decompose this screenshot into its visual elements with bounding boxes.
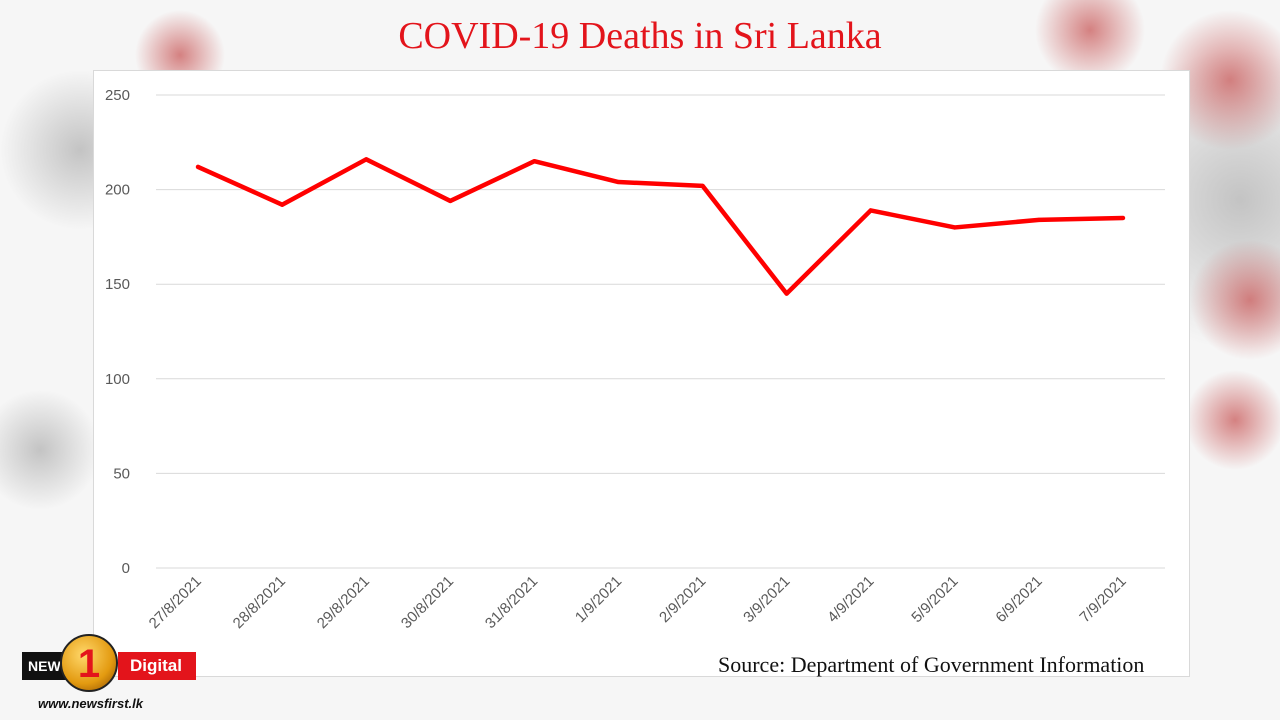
data-point (364, 157, 369, 162)
line-chart: 0 50 100 150 200 250 27/8/2021 28/8/2021 29/8/20… (105, 87, 1165, 632)
x-tick-label: 7/9/2021 (1076, 573, 1129, 626)
x-tick-label: 29/8/2021 (314, 573, 373, 632)
data-point (700, 183, 705, 188)
x-tick-label: 4/9/2021 (824, 573, 877, 626)
x-tick-label: 1/9/2021 (572, 573, 625, 626)
logo-number-badge: 1 (60, 634, 118, 692)
x-tick-label: 28/8/2021 (230, 573, 289, 632)
y-tick-label: 0 (122, 560, 130, 577)
y-tick-label: 100 (105, 371, 130, 388)
logo-url[interactable]: www.newsfirst.lk (38, 696, 143, 711)
y-tick-label: 200 (105, 182, 130, 199)
chart-panel: 0 50 100 150 200 250 27/8/2021 28/8/2021 29/8/20… (93, 70, 1190, 677)
chart-title: COVID-19 Deaths in Sri Lanka (398, 15, 882, 57)
data-point (448, 198, 453, 203)
data-point (532, 159, 537, 164)
series-line (195, 157, 1126, 296)
data-point (952, 225, 957, 230)
data-point (784, 291, 789, 296)
logo-number: 1 (77, 642, 101, 686)
y-tick-label: 50 (113, 465, 130, 482)
x-tick-label: 31/8/2021 (482, 573, 541, 632)
logo-bar-right (118, 652, 196, 680)
x-tick-label: 5/9/2021 (908, 573, 961, 626)
x-tick-label: 6/9/2021 (992, 573, 1045, 626)
data-point (616, 180, 621, 185)
data-point (280, 202, 285, 207)
y-tick-label: 150 (105, 276, 130, 293)
data-point (868, 208, 873, 213)
logo-news-text: NEWS (28, 658, 70, 674)
x-tick-label: 27/8/2021 (146, 573, 205, 632)
source-note: Source: Department of Government Informa… (718, 652, 1145, 677)
data-point (1036, 217, 1041, 222)
x-tick-label: 30/8/2021 (398, 573, 457, 632)
data-point (1120, 215, 1125, 220)
newsfirst-logo[interactable]: NEWS Digital 1 www.newsfirst.lk (20, 632, 200, 716)
y-tick-label: 250 (105, 87, 130, 104)
x-tick-label: 3/9/2021 (740, 573, 793, 626)
data-point (196, 164, 201, 169)
logo-digital-text: Digital (130, 656, 182, 675)
x-tick-label: 2/9/2021 (656, 573, 709, 626)
